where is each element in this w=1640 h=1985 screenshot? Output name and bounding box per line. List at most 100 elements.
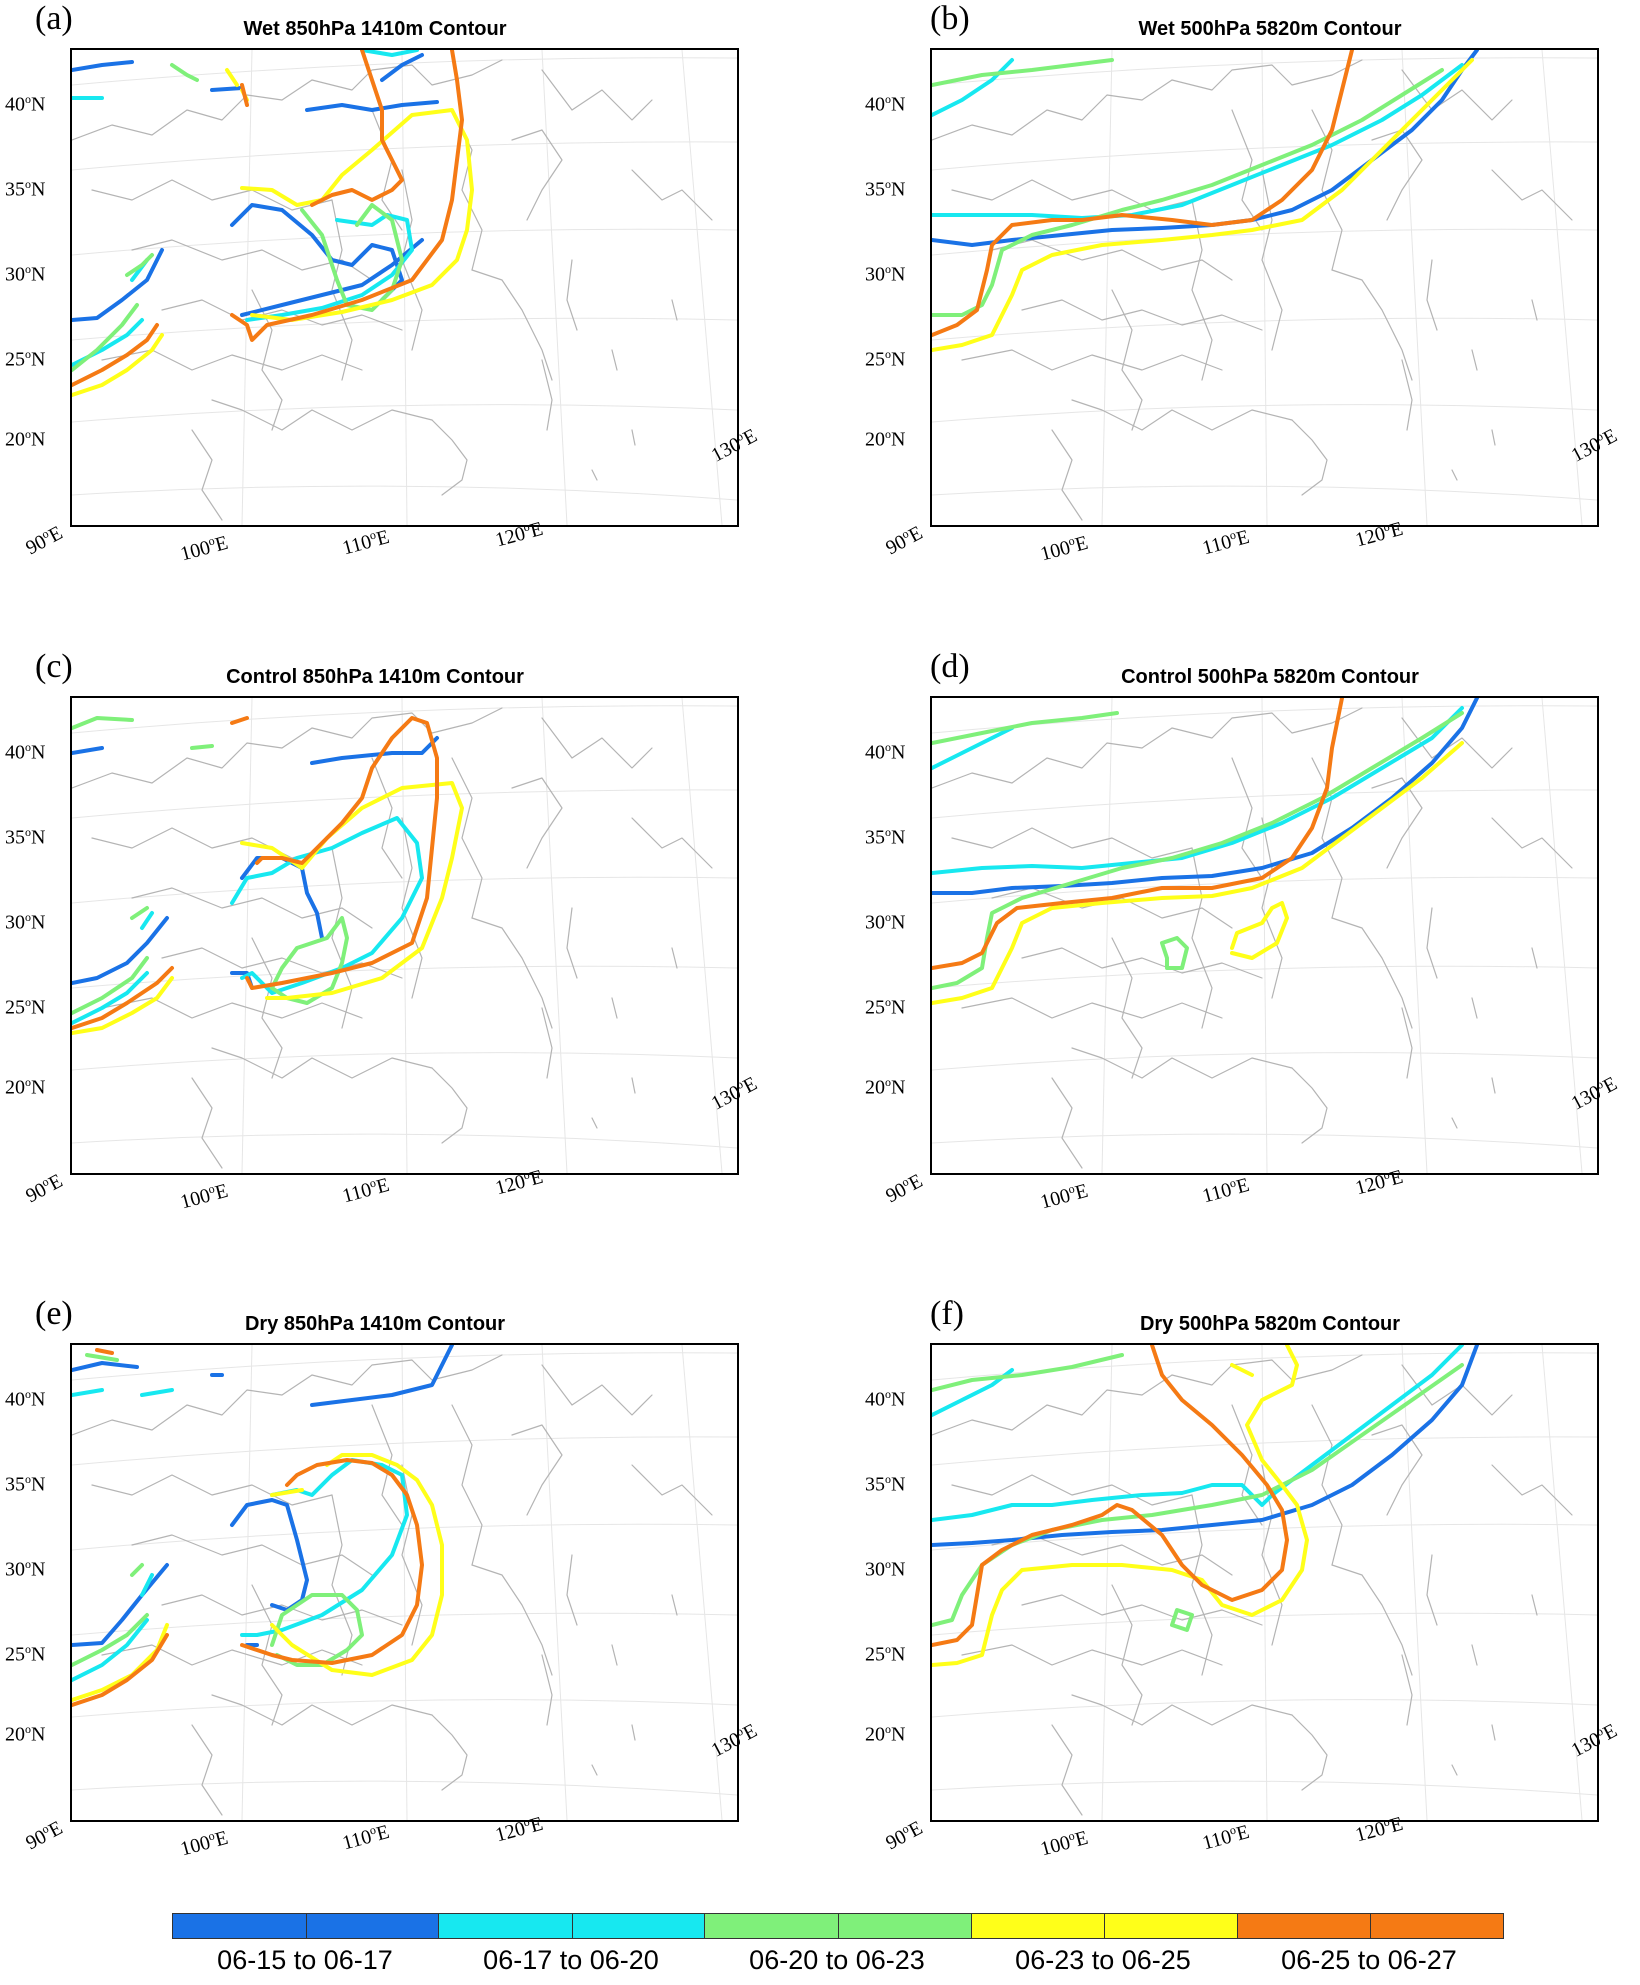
map-canvas [932,50,1597,525]
boundary-line [1472,998,1477,1018]
latitude-tick-label: 20oN [5,1722,45,1747]
contour-line [932,713,1117,743]
contour-line [932,708,1462,873]
map-panel-b: (b) Wet 500hPa 5820m Contour 20oN 25oN 30o… [665,0,1415,620]
panel-title: Wet 500hPa 5820m Contour [895,18,1640,41]
boundary-line [1452,1118,1457,1128]
graticule-line [242,50,252,525]
contour-line [232,1500,307,1610]
latitude-tick-label: 25oN [865,1642,905,1667]
graticule-line [242,1345,252,1820]
boundary-line [1492,818,1572,868]
longitude-tick-label: 110oE [1200,1819,1252,1855]
graticule-line [1262,698,1267,1173]
longitude-tick-label: 90oE [881,1815,926,1855]
contour-line [72,62,132,70]
contour-line [142,1390,172,1395]
graticule-line [72,1353,737,1380]
contour-line [932,1355,1122,1390]
panel-title: Dry 850hPa 1410m Contour [0,1313,750,1336]
boundary-line [632,1725,635,1740]
boundary-line [1402,1008,1412,1078]
longitude-tick-label: 110oE [340,524,392,560]
boundary-line [567,908,577,978]
graticule-line [932,486,1597,500]
map-canvas [72,1345,737,1820]
map-frame [930,1343,1599,1822]
contour-line [312,1345,452,1405]
contour-line [242,85,247,105]
graticule-line [72,142,737,170]
boundary-line [932,80,1172,140]
legend-label: 06-15 to 06-17 [172,1945,438,1976]
contour-line [272,1490,302,1495]
boundary-line [1492,430,1495,445]
graticule-line [1402,1345,1427,1820]
panel-title: Control 500hPa 5820m Contour [895,666,1640,689]
boundary-line [1492,1725,1495,1740]
graticule-line [72,1781,737,1795]
contour-line [87,1355,117,1360]
boundary-line [1427,260,1437,330]
contour-line [72,335,162,395]
latitude-tick-label: 20oN [5,1075,45,1100]
boundary-line [432,420,467,495]
graticule-line [72,486,737,500]
boundary-line [1332,918,1412,1028]
longitude-tick-label: 100oE [1038,1825,1091,1861]
contour-line [192,746,212,748]
graticule-line [402,1345,407,1820]
boundary-line [952,828,1192,858]
longitude-tick-label: 110oE [340,1819,392,1855]
boundary-line [1052,430,1082,520]
boundary-line [612,1645,617,1665]
boundary-line [542,1008,552,1078]
latitude-tick-label: 40oN [865,92,905,117]
graticule-line [542,698,567,1173]
boundary-line [1292,420,1327,495]
map-panel-d: (d) Control 500hPa 5820m Contour 20oN 25o… [665,648,1415,1268]
graticule-line [72,1134,737,1148]
longitude-tick-label: 100oE [178,530,231,566]
map-frame [70,1343,739,1822]
boundary-line [962,998,1222,1018]
latitude-tick-label: 20oN [865,427,905,452]
panel-title: Dry 500hPa 5820m Contour [895,1313,1640,1336]
contour-line [72,748,102,753]
map-panel-a: (a) Wet 850hPa 1410m Contour 20oN 25oN 30o… [0,0,750,620]
map-canvas [72,50,737,525]
longitude-tick-label: 90oE [21,520,66,560]
boundary-line [432,1715,467,1790]
map-panel-e: (e) Dry 850hPa 1410m Contour 20oN 25oN 30o… [0,1295,750,1915]
map-frame [70,48,739,527]
latitude-tick-label: 25oN [5,1642,45,1667]
graticule-line [932,706,1597,733]
boundary-line [1492,1465,1572,1515]
longitude-tick-label: 110oE [340,1172,392,1208]
boundary-line [1452,470,1457,480]
contour-line [242,110,472,320]
boundary-line [1472,350,1477,370]
boundary-line [72,728,312,788]
boundary-line [1532,300,1537,320]
contour-line [362,50,417,55]
contour-line [242,858,322,938]
legend-swatch-1 [173,1914,439,1938]
contour-line [132,1565,142,1575]
latitude-tick-label: 20oN [865,1722,905,1747]
latitude-tick-label: 40oN [5,740,45,765]
graticule-line [1102,698,1112,1173]
panel-title: Wet 850hPa 1410m Contour [0,18,750,41]
boundary-line [932,1375,1172,1435]
legend-labels: 06-15 to 06-17 06-17 to 06-20 06-20 to 0… [172,1945,1502,1976]
boundary-line [542,70,652,120]
boundary-line [1427,908,1437,978]
graticule-line [1262,50,1267,525]
contour-line [932,65,1462,218]
boundary-line [1427,1555,1437,1625]
contour-line [72,1625,167,1700]
contour-line [72,1390,102,1395]
boundary-line [1052,1725,1082,1815]
longitude-tick-label: 100oE [1038,530,1091,566]
contour-line [232,718,247,723]
